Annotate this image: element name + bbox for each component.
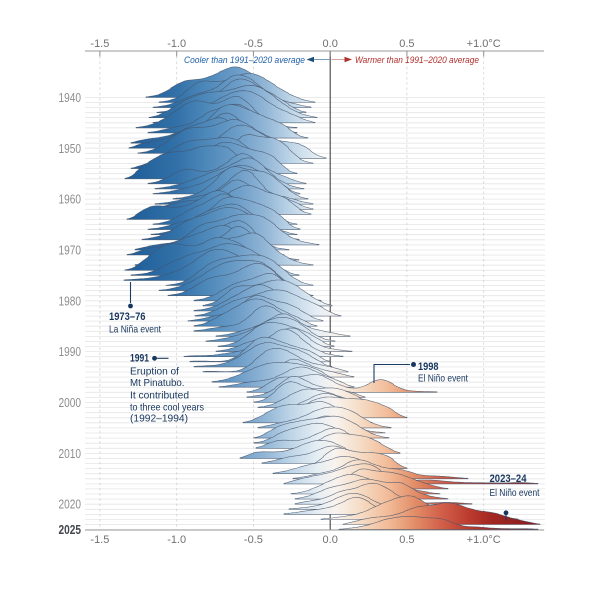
svg-text:+1.0°C: +1.0°C (467, 534, 501, 546)
svg-text:2000: 2000 (59, 396, 82, 410)
svg-text:0.5: 0.5 (399, 38, 414, 50)
svg-text:1973–76: 1973–76 (109, 311, 146, 323)
svg-text:La Niña event: La Niña event (109, 325, 161, 336)
svg-text:Eruption of: Eruption of (130, 366, 179, 377)
svg-text:1970: 1970 (59, 244, 82, 258)
svg-text:0.0: 0.0 (323, 534, 338, 546)
svg-text:-1.0: -1.0 (167, 534, 186, 546)
svg-text:-0.5: -0.5 (244, 38, 263, 50)
svg-text:Cooler than 1991–2020 average: Cooler than 1991–2020 average (184, 54, 305, 65)
svg-text:0.5: 0.5 (399, 534, 414, 546)
svg-text:1960: 1960 (59, 193, 82, 207)
svg-text:2023–24: 2023–24 (490, 473, 527, 485)
svg-text:2025: 2025 (59, 523, 82, 537)
svg-text:to three cool years: to three cool years (130, 402, 204, 413)
svg-text:-0.5: -0.5 (244, 534, 263, 546)
svg-text:It contributed: It contributed (130, 390, 189, 401)
svg-text:2010: 2010 (59, 447, 82, 461)
svg-text:2020: 2020 (59, 498, 82, 512)
svg-text:+1.0°C: +1.0°C (467, 38, 501, 50)
svg-text:Mt Pinatubo.: Mt Pinatubo. (130, 378, 185, 389)
svg-text:El Niño event: El Niño event (418, 374, 468, 385)
svg-text:(1992–1994): (1992–1994) (130, 414, 188, 425)
svg-text:-1.5: -1.5 (90, 534, 109, 546)
svg-text:1990: 1990 (59, 345, 82, 359)
svg-text:1940: 1940 (59, 91, 82, 105)
svg-text:Warmer than 1991–2020 average: Warmer than 1991–2020 average (355, 54, 479, 65)
svg-text:1950: 1950 (59, 142, 82, 156)
svg-text:-1.0: -1.0 (167, 38, 186, 50)
svg-text:1980: 1980 (59, 294, 82, 308)
svg-text:-1.5: -1.5 (90, 38, 109, 50)
svg-text:1998: 1998 (418, 361, 439, 373)
svg-text:El Niño event: El Niño event (490, 488, 540, 499)
svg-text:1991: 1991 (130, 353, 149, 365)
svg-text:0.0: 0.0 (323, 38, 338, 50)
